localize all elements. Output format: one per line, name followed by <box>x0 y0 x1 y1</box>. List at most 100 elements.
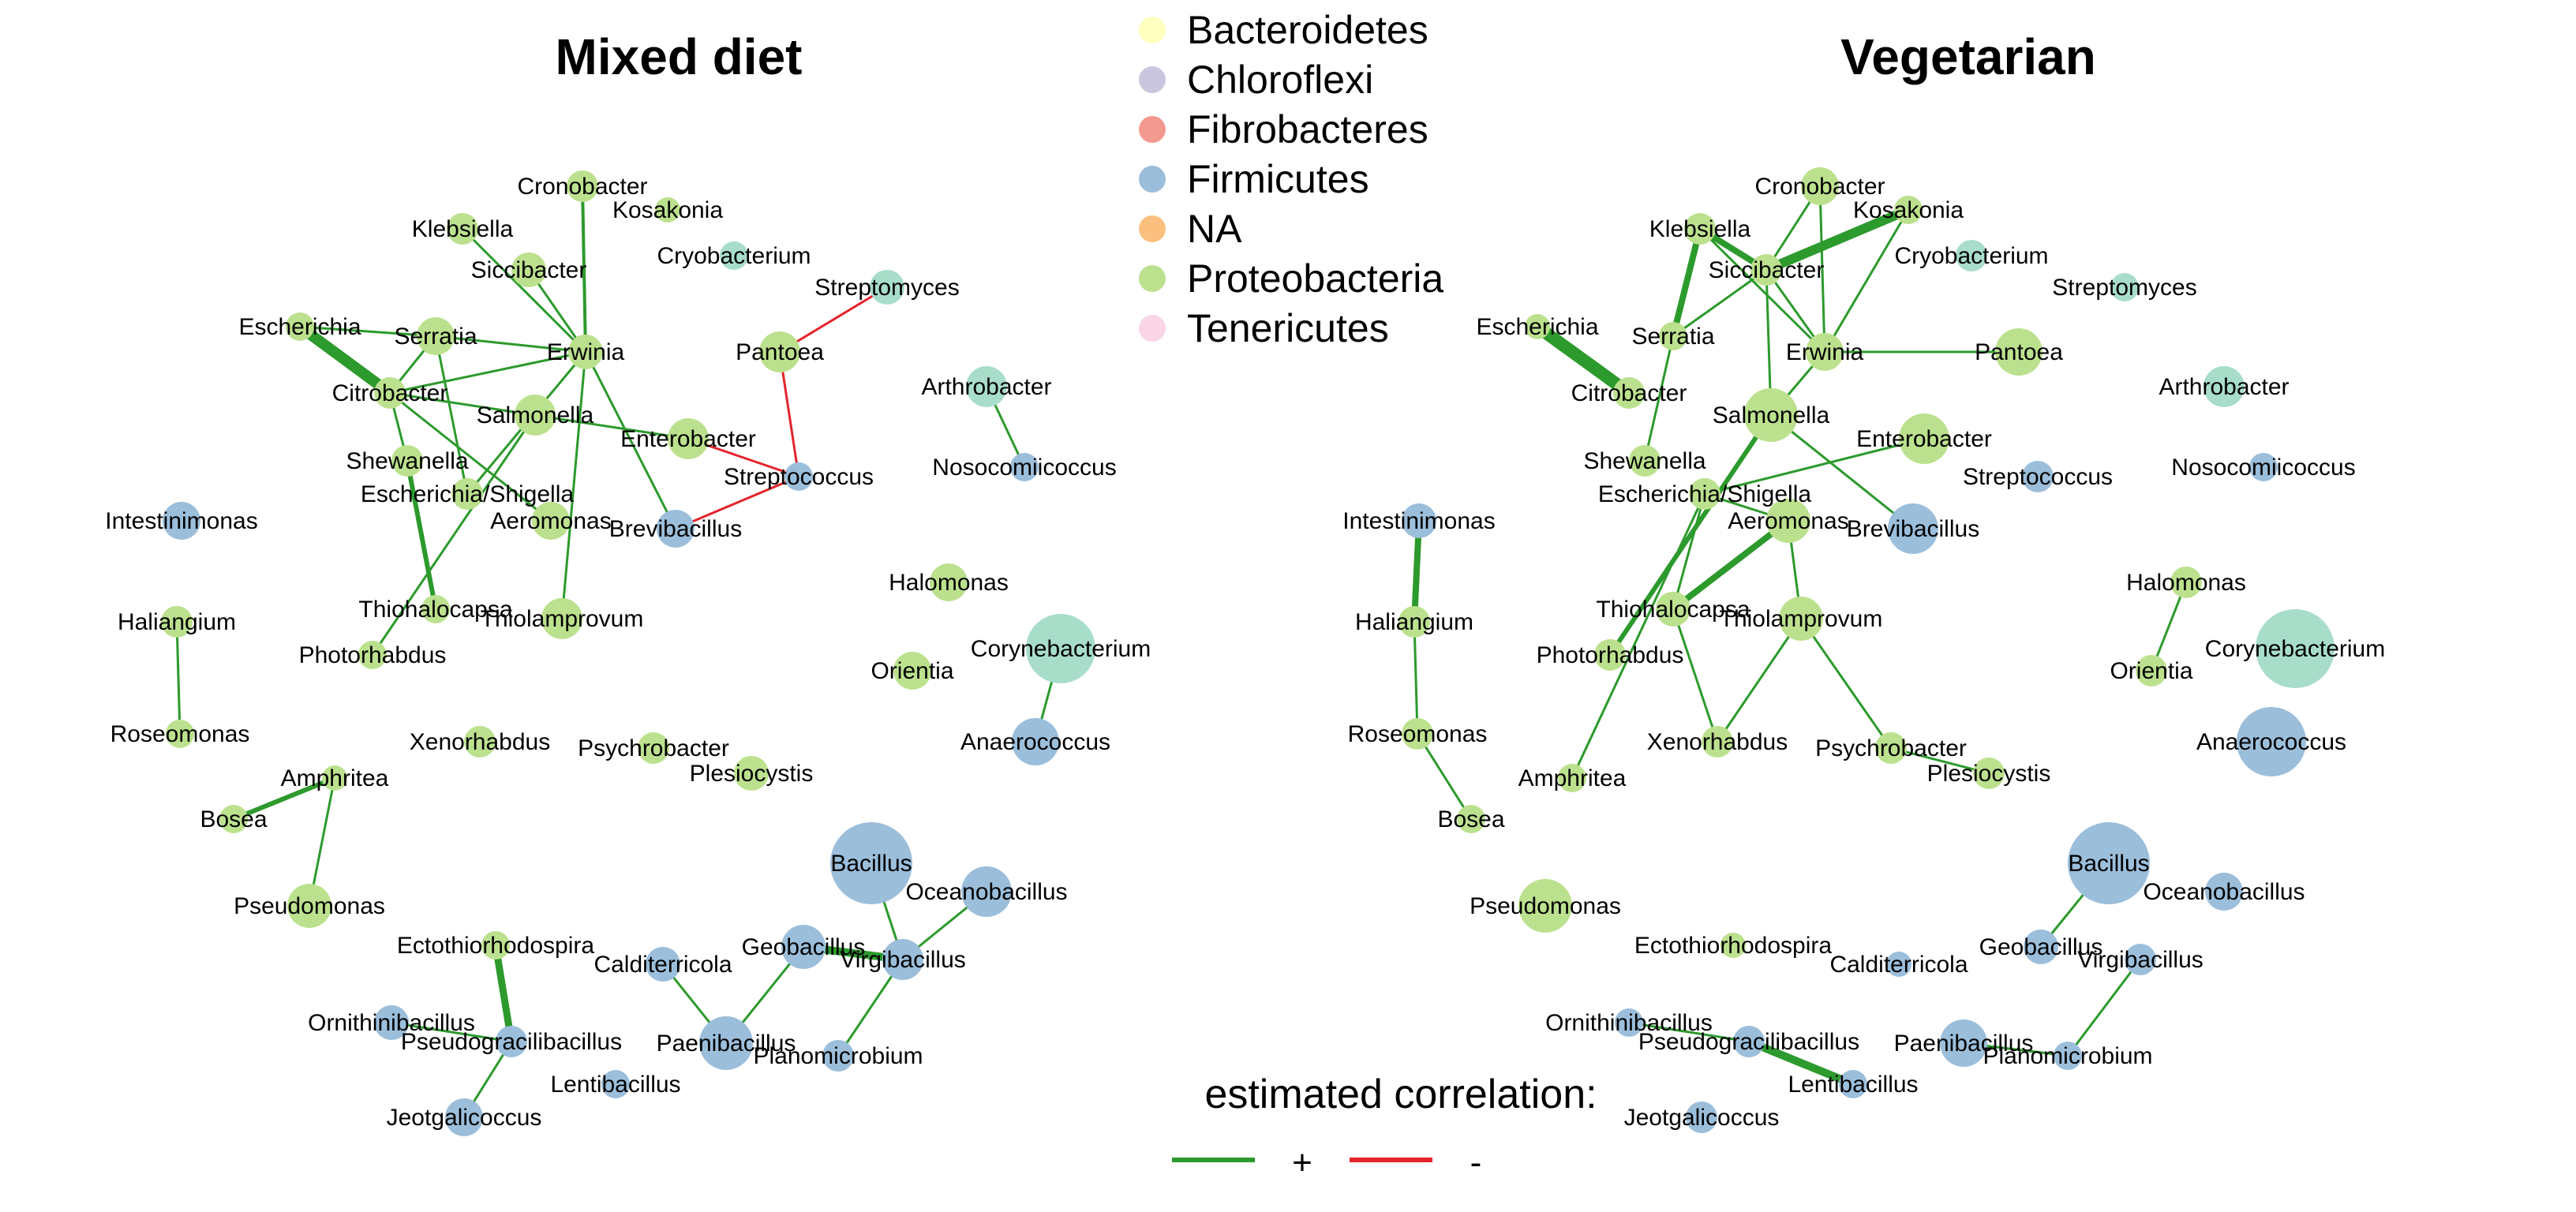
node-salmonella <box>1744 388 1798 442</box>
node-enterobacter <box>668 418 709 459</box>
node-label-cryobacterium: Cryobacterium <box>657 243 811 269</box>
legend-label-bacteroidetes: Bacteroidetes <box>1187 8 1428 52</box>
node-halomonas <box>930 563 968 601</box>
node-jeotgalicoccus <box>1686 1102 1717 1133</box>
node-label-planomicrobium: Planomicrobium <box>753 1043 923 1069</box>
node-lentibacillus <box>601 1070 630 1098</box>
positive-edge-label: + <box>1292 1143 1312 1182</box>
node-pantoea <box>759 331 800 372</box>
node-erwinia <box>568 335 603 369</box>
node-calditerricola <box>646 947 680 982</box>
edge-escherichia-shigella-amphritea <box>1571 492 1706 780</box>
node-label-pseudomonas: Pseudomonas <box>1470 893 1621 919</box>
node-label-siccibacter: Siccibacter <box>471 257 587 283</box>
node-label-orientia: Orientia <box>2110 658 2192 684</box>
node-label-haliangium: Haliangium <box>118 609 236 635</box>
node-label-thiohalocapsa: Thiohalocapsa <box>358 597 512 623</box>
node-label-brevibacillus: Brevibacillus <box>1847 516 1979 542</box>
node-label-amphritea: Amphritea <box>281 765 389 791</box>
edge-klebsiella-erwinia <box>461 227 587 354</box>
node-oceanobacillus <box>961 866 1012 917</box>
node-intestinimonas <box>1402 503 1436 538</box>
node-thiohalocapsa <box>421 595 450 623</box>
node-halomonas <box>2170 567 2202 598</box>
node-pantoea <box>1995 328 2042 376</box>
node-label-intestinimonas: Intestinimonas <box>105 508 257 534</box>
edge-thiohalocapsa-xenorhabdus <box>1672 608 1719 743</box>
node-salmonella <box>515 395 556 436</box>
node-klebsiella <box>1684 213 1716 245</box>
node-shewanella <box>1629 445 1661 477</box>
node-label-bosea: Bosea <box>1437 806 1504 832</box>
node-label-enterobacter: Enterobacter <box>1856 426 1992 452</box>
node-label-orientia: Orientia <box>871 658 953 684</box>
node-oceanobacillus <box>2205 873 2243 911</box>
node-label-shewanella: Shewanella <box>1583 448 1705 474</box>
negative-edge-label: - <box>1470 1143 1482 1182</box>
node-orientia <box>2136 655 2167 686</box>
node-xenorhabdus <box>1702 726 1733 758</box>
edge-serratia-erwinia <box>434 335 587 354</box>
node-virgibacillus <box>2125 944 2156 975</box>
node-label-erwinia: Erwinia <box>547 339 625 365</box>
edge-brevibacillus-streptococcus <box>674 475 800 530</box>
edge-citrobacter-erwinia <box>388 350 587 395</box>
node-streptomyces <box>870 270 904 305</box>
node-streptococcus <box>2022 461 2054 492</box>
node-thiolamprovum <box>1779 597 1823 641</box>
node-escherichia <box>286 312 314 341</box>
node-label-pantoea: Pantoea <box>736 339 824 365</box>
node-citrobacter <box>1613 377 1645 409</box>
node-bosea <box>1457 805 1485 833</box>
edge-klebsiella-serratia <box>1670 226 1703 339</box>
node-lentibacillus <box>1839 1070 1867 1098</box>
node-cryobacterium <box>1956 240 1987 271</box>
node-roseomonas <box>1402 718 1433 750</box>
node-planomicrobium <box>2054 1042 2082 1070</box>
node-label-thiolamprovum: Thiolamprovum <box>481 606 644 632</box>
correlation-legend-title: estimated correlation: <box>1204 1072 1597 1117</box>
node-haliangium <box>161 606 193 638</box>
node-streptococcus <box>784 462 813 491</box>
node-label-bosea: Bosea <box>200 806 267 832</box>
edge-pantoea-streptococcus <box>778 350 800 478</box>
node-photorhabdus <box>1594 639 1626 671</box>
node-label-lentibacillus: Lentibacillus <box>1788 1072 1918 1098</box>
phylum-legend: Bacteroidetes Chloroflexi Fibrobacteres Fir… <box>1139 8 1443 350</box>
edge-ornithinibacillus-pseudogracilibacillus <box>390 1021 513 1043</box>
edge-thiolamprovum-psychrobacter <box>1799 617 1893 750</box>
node-label-arthrobacter: Arthrobacter <box>921 374 1051 400</box>
node-label-streptococcus: Streptococcus <box>1963 464 2113 490</box>
legend-label-tenericutes: Tenericutes <box>1187 306 1389 350</box>
edge-bosea-amphritea <box>231 776 337 821</box>
legend-label-chloroflexi: Chloroflexi <box>1187 58 1373 102</box>
node-label-corynebacterium: Corynebacterium <box>971 636 1151 662</box>
node-label-bacillus: Bacillus <box>2068 851 2149 877</box>
node-label-thiolamprovum: Thiolamprovum <box>1720 606 1883 632</box>
node-label-cryobacterium: Cryobacterium <box>1894 243 2048 269</box>
node-label-thiohalocapsa: Thiohalocapsa <box>1596 597 1750 623</box>
edge-kosakonia-erwinia <box>1823 208 1910 354</box>
node-label-nosocomiicoccus: Nosocomiicoccus <box>2171 454 2355 481</box>
edge-erwinia-brevibacillus <box>584 350 677 530</box>
node-plesiocystis <box>1973 758 2005 789</box>
legend-swatch-bacteroidetes <box>1139 17 1166 43</box>
node-label-roseomonas: Roseomonas <box>110 721 250 747</box>
edge-escherichia-shigella-thiohalocapsa <box>1672 492 1706 611</box>
node-bacillus <box>2068 822 2150 904</box>
edge-escherichia-citrobacter <box>294 321 395 398</box>
node-label-kosakonia: Kosakonia <box>612 197 723 223</box>
node-orientia <box>893 652 931 690</box>
node-intestinimonas <box>163 502 200 540</box>
edge-pantoea-streptomyces <box>778 286 889 354</box>
node-label-plesiocystis: Plesiocystis <box>1927 761 2051 787</box>
legend-swatch-na <box>1139 215 1166 242</box>
node-siccibacter <box>1750 254 1782 286</box>
node-label-ectothiorhodospira: Ectothiorhodospira <box>1634 933 1832 959</box>
node-amphritea <box>1558 764 1586 792</box>
node-amphritea <box>322 765 347 791</box>
edge-aeromonas-thiohalocapsa <box>1670 518 1792 612</box>
edge-psychrobacter-plesiocystis <box>1889 746 1990 775</box>
node-label-klebsiella: Klebsiella <box>412 216 514 242</box>
